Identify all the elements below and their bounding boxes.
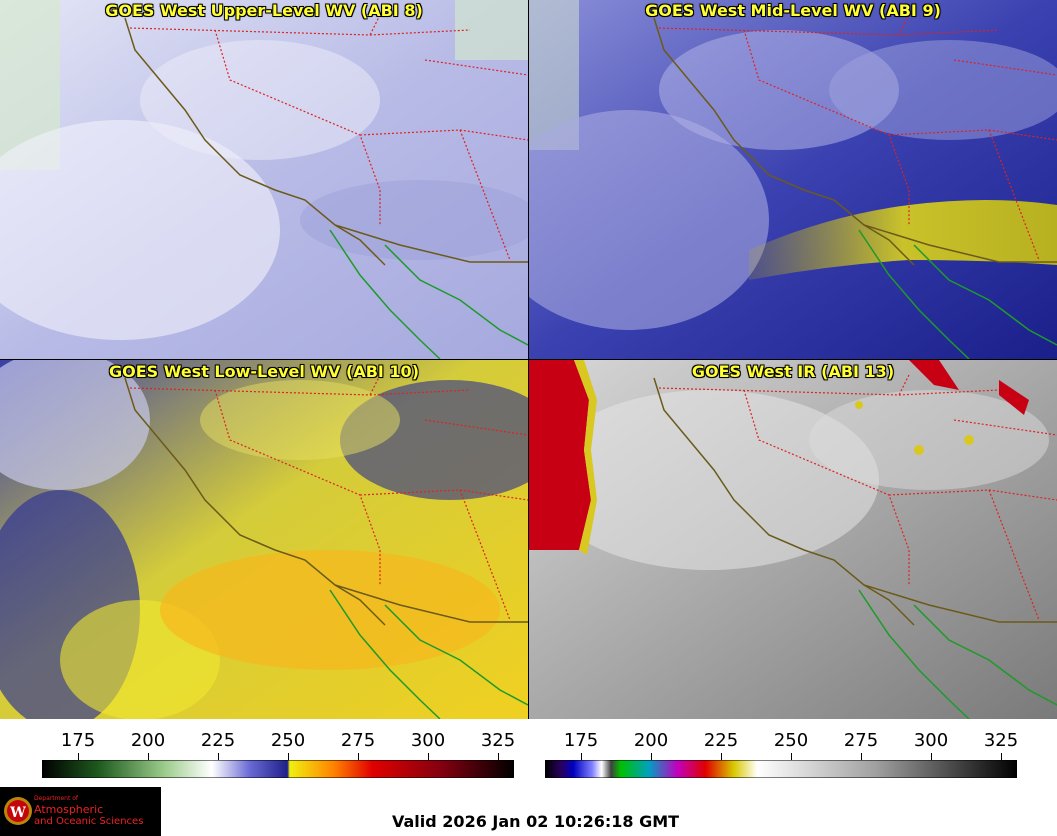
panel-mid-level-wv: GOES West Mid-Level WV (ABI 9) [529,0,1057,359]
wv-tick-label: 250 [270,730,306,751]
low-wv-image [0,360,528,719]
colorbar-ir-strip [545,760,1017,778]
ir-tick-mark [581,753,582,760]
colorbar-wv-strip [42,760,514,778]
aos-logo: W Department of Atmospheric and Oceanic … [0,787,161,836]
ir-tick-mark [931,753,932,760]
ir-tick-label: 250 [773,730,809,751]
ir-image [529,360,1057,719]
uw-crest-icon: W [4,797,32,825]
ir-tick-label: 175 [563,730,599,751]
ir-tick-label: 275 [843,730,879,751]
wv-tick-label: 175 [60,730,96,751]
ir-tick-label: 300 [913,730,949,751]
wv-tick-mark [148,753,149,760]
wv-tick-mark [288,753,289,760]
wv-tick-mark [428,753,429,760]
panel-ir: GOES West IR (ABI 13) [529,360,1057,719]
mid-wv-image [529,0,1057,359]
uw-crest-letter: W [9,805,26,821]
wv-tick-mark [498,753,499,760]
panel-upper-level-wv: GOES West Upper-Level WV (ABI 8) [0,0,528,359]
wv-tick-mark [358,753,359,760]
upper-wv-image [0,0,528,359]
ir-tick-mark [1001,753,1002,760]
panel-title: GOES West IR (ABI 13) [691,362,895,381]
ir-tick-label: 225 [703,730,739,751]
ir-tick-mark [861,753,862,760]
wv-tick-label: 225 [200,730,236,751]
logo-line1: Department of [34,795,78,802]
ir-tick-label: 200 [633,730,669,751]
panel-title: GOES West Mid-Level WV (ABI 9) [645,1,941,20]
wv-tick-mark [78,753,79,760]
logo-line2: Atmospheric [34,803,104,816]
panel-low-level-wv: GOES West Low-Level WV (ABI 10) [0,360,528,719]
panel-title: GOES West Upper-Level WV (ABI 8) [105,1,423,20]
wv-tick-label: 275 [340,730,376,751]
ir-tick-mark [721,753,722,760]
logo-line3: and Oceanic Sciences [34,816,144,827]
panel-title: GOES West Low-Level WV (ABI 10) [108,362,419,381]
valid-time: Valid 2026 Jan 02 10:26:18 GMT [392,812,680,831]
wv-tick-label: 300 [410,730,446,751]
wv-tick-label: 325 [480,730,516,751]
ir-tick-mark [651,753,652,760]
panel-divider-horizontal [0,359,1057,360]
wv-tick-mark [218,753,219,760]
ir-tick-label: 325 [983,730,1019,751]
ir-tick-mark [791,753,792,760]
wv-tick-label: 200 [130,730,166,751]
